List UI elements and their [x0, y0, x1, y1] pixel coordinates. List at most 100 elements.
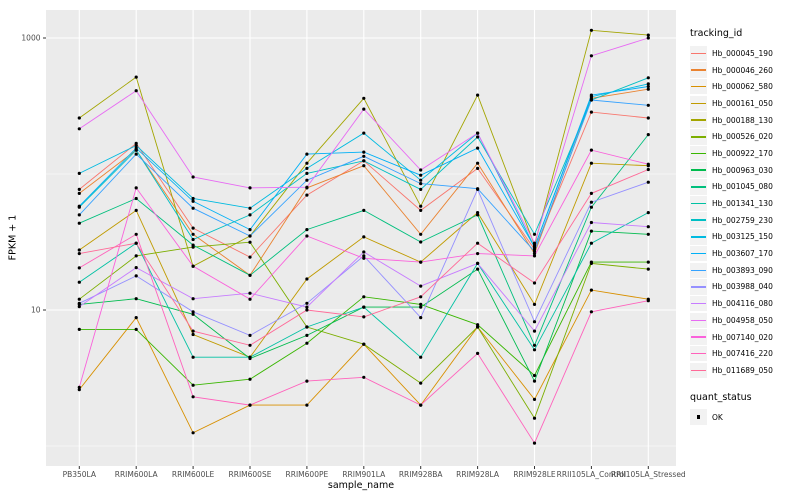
legend-entry-label: Hb_000062_580: [712, 82, 773, 92]
legend-key: [690, 329, 707, 345]
legend-line-icon: [691, 85, 706, 88]
legend-entry-label: Hb_000963_030: [712, 165, 773, 175]
data-point: [305, 193, 309, 197]
legend-key: [690, 129, 707, 145]
legend-entry-label: OK: [712, 412, 723, 422]
data-point: [589, 220, 594, 225]
x-tick-label: RRII105LA_Stressed: [611, 470, 686, 479]
data-point: [362, 375, 366, 379]
data-point: [305, 277, 309, 281]
data-point: [476, 146, 480, 150]
data-point: [476, 213, 480, 217]
data-point: [248, 297, 252, 301]
data-point: [589, 310, 594, 314]
data-point: [362, 164, 366, 168]
data-point: [532, 232, 537, 236]
legend-key-ok: [690, 409, 707, 425]
data-point: [362, 235, 366, 239]
legend-entry-label: Hb_000046_260: [712, 65, 773, 75]
data-point: [646, 33, 650, 37]
data-point: [77, 266, 81, 270]
legend-line-icon: [691, 352, 706, 355]
data-point: [248, 206, 252, 210]
legend-line-icon: [691, 169, 706, 171]
data-point: [134, 274, 138, 278]
data-point: [362, 256, 366, 260]
legend-line-icon: [691, 152, 706, 155]
data-point: [134, 146, 138, 150]
y-tick-label: 10: [31, 306, 41, 315]
data-point: [532, 320, 537, 324]
x-tick-label: RRIM600PE: [286, 470, 329, 479]
data-point: [77, 248, 81, 252]
data-point: [589, 110, 594, 114]
legend-key: [690, 279, 707, 295]
data-point: [77, 297, 81, 301]
legend-line-icon: [691, 236, 706, 238]
legend-key: [690, 245, 707, 262]
legend-entry-label: Hb_000526_020: [712, 132, 773, 142]
data-point: [77, 388, 81, 392]
legend-entry-label: Hb_002759_230: [712, 215, 773, 225]
data-point: [305, 301, 309, 305]
legend-key: [690, 212, 707, 228]
data-point: [191, 383, 195, 387]
data-point: [134, 297, 138, 301]
data-point: [305, 185, 309, 189]
data-point: [305, 333, 309, 337]
legend-line-icon: [691, 102, 706, 105]
legend-entry-label: Hb_011689_050: [712, 365, 773, 375]
data-point: [248, 343, 252, 347]
data-point: [476, 241, 480, 245]
legend-key: [690, 95, 707, 112]
data-point: [77, 187, 81, 191]
data-point: [419, 173, 423, 177]
legend-key: [690, 145, 707, 162]
legend-entry-label: Hb_000188_130: [712, 115, 773, 125]
legend-entry-label: Hb_000922_170: [712, 148, 773, 158]
legend-entry: Hb_000161_050: [690, 95, 798, 112]
data-point: [532, 416, 537, 420]
data-point: [305, 166, 309, 170]
legend-entry-label: Hb_003988_040: [712, 282, 773, 292]
x-tick-label: RRIM928BA: [399, 470, 444, 479]
data-point: [77, 280, 81, 284]
data-point: [77, 301, 81, 305]
legend-key: [690, 162, 707, 178]
legend-tracking-entries: Hb_000045_190 Hb_000046_260 Hb_000062_580 H…: [690, 45, 798, 379]
data-point: [419, 403, 423, 407]
data-point: [362, 305, 366, 309]
data-point: [476, 267, 480, 271]
legend-entry-label: Hb_007140_020: [712, 332, 773, 342]
data-point: [589, 288, 594, 292]
data-point: [77, 171, 81, 175]
data-point: [532, 343, 537, 347]
legend-entry-label: Hb_003125_150: [712, 232, 773, 242]
data-point: [419, 204, 423, 208]
data-point: [191, 196, 195, 201]
data-point: [476, 252, 480, 256]
legend-line-icon: [691, 336, 706, 338]
chart-svg: PB350LA RRIM600LA RRIM600LE RRIM600SE RRIM60…: [21, 10, 686, 479]
data-point: [419, 178, 423, 182]
data-point: [191, 243, 195, 247]
data-point: [305, 403, 309, 407]
data-point: [646, 267, 650, 271]
x-tick-label: RRIM600SE: [229, 470, 272, 479]
legend-quant-status: quant_status OK: [690, 392, 798, 426]
data-point: [532, 348, 537, 352]
legend-entry-label: Hb_003893_090: [712, 265, 773, 275]
legend-entry-label: Hb_003607_170: [712, 249, 773, 259]
data-point: [191, 206, 195, 210]
data-point: [419, 302, 423, 306]
data-point: [532, 441, 537, 445]
data-point: [191, 431, 195, 435]
data-point: [589, 161, 594, 165]
data-point: [191, 237, 195, 242]
legend-line-icon: [691, 319, 706, 322]
legend-entry-label: Hb_001341_130: [712, 199, 773, 209]
data-point: [362, 154, 366, 158]
data-point: [589, 260, 594, 264]
data-point: [362, 342, 366, 346]
x-tick-label: RRIM600LE: [172, 470, 215, 479]
